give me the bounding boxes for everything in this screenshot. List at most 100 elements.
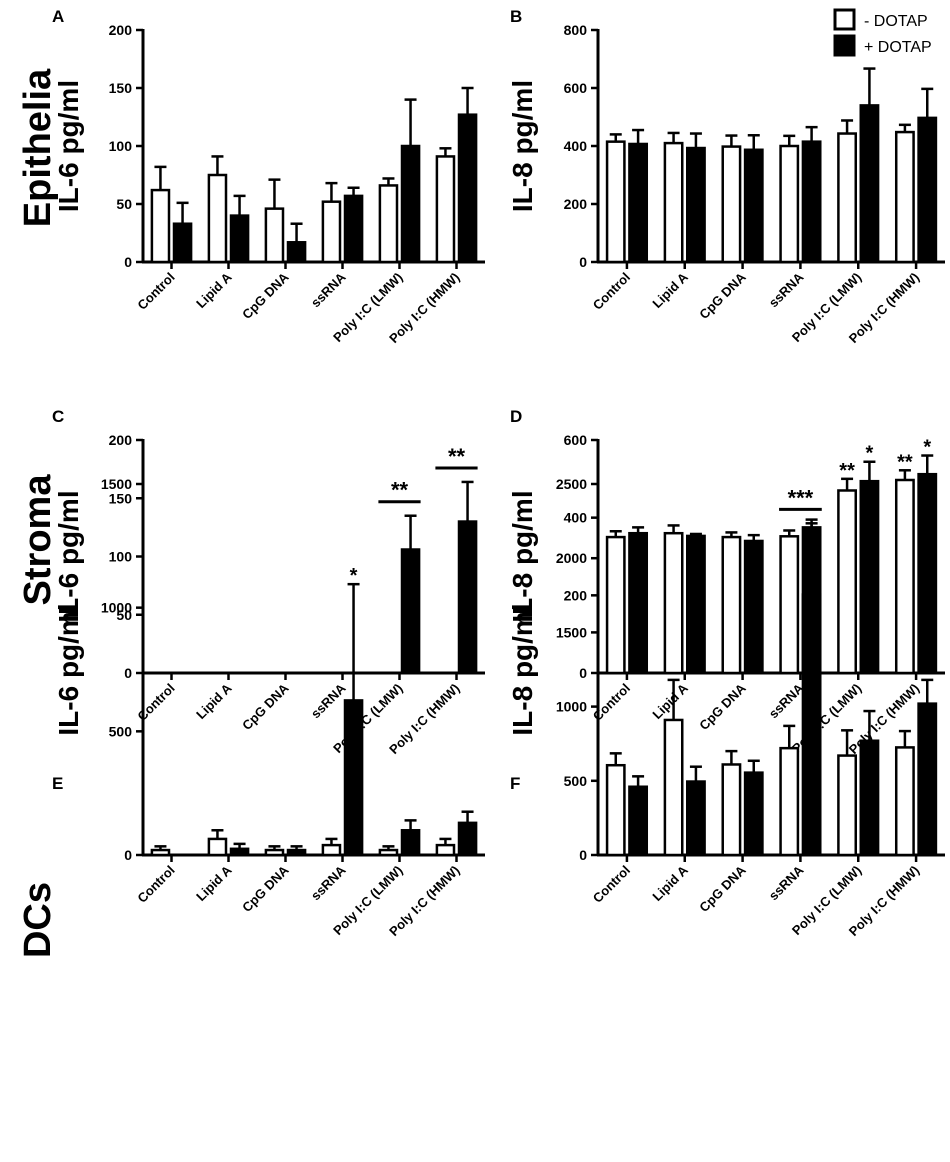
bar-plus-dotap-cpg-dna — [743, 539, 764, 675]
y-tick-label: 50 — [116, 607, 132, 623]
bar-plus-dotap-lipid-a — [229, 847, 250, 857]
bar-plus-dotap-cpg-dna — [286, 848, 307, 857]
x-tick-label-cpg-dna: CpG DNA — [239, 269, 292, 322]
y-tick-label: 200 — [564, 196, 588, 212]
bar-minus-dotap-polyic-lmw — [837, 754, 858, 857]
x-tick-label-control: Control — [134, 270, 177, 313]
bar-minus-dotap-ssrna — [321, 843, 342, 857]
panel-letter: A — [52, 7, 64, 26]
row-label-epithelia: Epithelia — [17, 68, 59, 227]
y-tick-label: 150 — [109, 80, 133, 96]
y-tick-label: 2000 — [556, 550, 587, 566]
bar-plus-dotap-polyic-hmw — [917, 702, 938, 857]
y-tick-label: 200 — [109, 432, 133, 448]
x-tick-label-cpg-dna: CpG DNA — [696, 862, 749, 915]
significance-label: * — [350, 565, 358, 587]
bar-minus-dotap-ssrna — [779, 535, 800, 675]
y-tick-label: 2500 — [556, 476, 587, 492]
bar-plus-dotap-polyic-lmw — [859, 479, 880, 675]
y-tick-label: 0 — [579, 847, 587, 863]
x-tick-label-ssrna: ssRNA — [766, 862, 807, 903]
bar-minus-dotap-polyic-lmw — [837, 132, 858, 264]
y-tick-label: 500 — [109, 723, 133, 739]
y-tick-label: 1500 — [101, 476, 132, 492]
panel-letter: D — [510, 407, 522, 426]
x-tick-label-ssrna: ssRNA — [308, 269, 349, 310]
x-tick-label-ssrna: ssRNA — [308, 680, 349, 721]
y-tick-label: 400 — [564, 510, 588, 526]
bar-plus-dotap-cpg-dna — [743, 771, 764, 857]
panel-a: A IL-6 pg/ml 0 50 100 150 200 Control Lipid A CpG… — [52, 7, 485, 346]
x-tick-label-lipid-a: Lipid A — [193, 862, 235, 904]
bar-plus-dotap-ssrna — [801, 593, 822, 857]
x-tick-label-ssrna: ssRNA — [308, 862, 349, 903]
x-tick-label-lipid-a: Lipid A — [193, 269, 235, 311]
x-tick-label-ssrna: ssRNA — [766, 269, 807, 310]
y-tick-label: 0 — [124, 254, 132, 270]
significance-label: ** — [897, 451, 913, 473]
y-tick-label: 200 — [109, 22, 133, 38]
x-tick-label-lipid-a: Lipid A — [193, 680, 235, 722]
bar-minus-dotap-polyic-hmw — [435, 843, 456, 857]
bar-plus-dotap-polyic-hmw — [457, 520, 478, 675]
y-axis-label: IL-6 pg/ml — [53, 80, 84, 212]
bar-minus-dotap-cpg-dna — [264, 207, 285, 264]
y-tick-label: 0 — [124, 665, 132, 681]
legend-label-plus: + DOTAP — [864, 39, 932, 56]
significance-label: ** — [391, 478, 409, 503]
legend-swatch-minus — [833, 8, 856, 31]
x-tick-label-cpg-dna: CpG DNA — [239, 680, 292, 733]
bar-minus-dotap-ssrna — [779, 144, 800, 264]
bar-minus-dotap-lipid-a — [663, 531, 684, 675]
bar-plus-dotap-control — [628, 785, 649, 857]
x-tick-label-control: Control — [590, 681, 633, 724]
y-tick-label: 0 — [579, 665, 587, 681]
bar-minus-dotap-cpg-dna — [264, 848, 285, 857]
legend-swatch-plus — [833, 34, 856, 57]
y-tick-label: 100 — [109, 549, 133, 565]
bar-plus-dotap-ssrna — [801, 140, 822, 264]
bar-plus-dotap-polyic-hmw — [457, 821, 478, 857]
y-tick-label: 800 — [564, 22, 588, 38]
x-tick-label-ssrna: ssRNA — [766, 680, 807, 721]
row-label-dcs: DCs — [17, 882, 59, 958]
row-label-stroma: Stroma — [17, 474, 59, 606]
y-axis-label: IL-8 pg/ml — [507, 80, 538, 212]
panel-letter: F — [510, 774, 520, 793]
y-tick-label: 600 — [564, 432, 588, 448]
bar-plus-dotap-lipid-a — [686, 146, 706, 264]
bar-minus-dotap-cpg-dna — [721, 763, 742, 857]
bar-plus-dotap-polyic-lmw — [859, 104, 880, 264]
panel-letter: E — [52, 774, 63, 793]
legend-label-minus: - DOTAP — [864, 13, 928, 30]
x-tick-label-control: Control — [134, 863, 177, 906]
bar-plus-dotap-polyic-lmw — [400, 144, 421, 264]
bar-minus-dotap-polyic-lmw — [378, 848, 399, 857]
y-tick-label: 1000 — [556, 699, 587, 715]
y-tick-label: 1000 — [101, 600, 132, 616]
significance-label: *** — [788, 485, 814, 510]
bar-plus-dotap-lipid-a — [686, 534, 706, 675]
bar-minus-dotap-lipid-a — [207, 837, 228, 857]
bar-plus-dotap-ssrna — [343, 194, 364, 264]
y-axis-label: IL-6 pg/ml — [53, 490, 84, 622]
x-tick-label-control: Control — [134, 681, 177, 724]
bar-minus-dotap-control — [605, 140, 626, 264]
bar-plus-dotap-polyic-lmw — [859, 739, 880, 857]
bar-minus-dotap-ssrna — [321, 200, 342, 264]
bar-plus-dotap-cpg-dna — [286, 241, 307, 264]
x-tick-label-control: Control — [590, 270, 633, 313]
x-tick-label-lipid-a: Lipid A — [649, 862, 691, 904]
bar-plus-dotap-polyic-lmw — [400, 548, 421, 675]
x-tick-label-lipid-a: Lipid A — [649, 680, 691, 722]
bar-minus-dotap-lipid-a — [663, 141, 684, 264]
bar-minus-dotap-ssrna — [779, 746, 800, 857]
bar-plus-dotap-polyic-hmw — [917, 472, 938, 675]
panel-b: B IL-8 pg/ml 0 200 400 600 800 Control Lipid A Cp… — [507, 7, 945, 346]
x-tick-label-cpg-dna: CpG DNA — [239, 862, 292, 915]
y-tick-label: 50 — [116, 196, 132, 212]
bar-plus-dotap-ssrna — [343, 699, 364, 857]
panel-letter: B — [510, 7, 522, 26]
bar-plus-dotap-polyic-hmw — [917, 116, 938, 264]
